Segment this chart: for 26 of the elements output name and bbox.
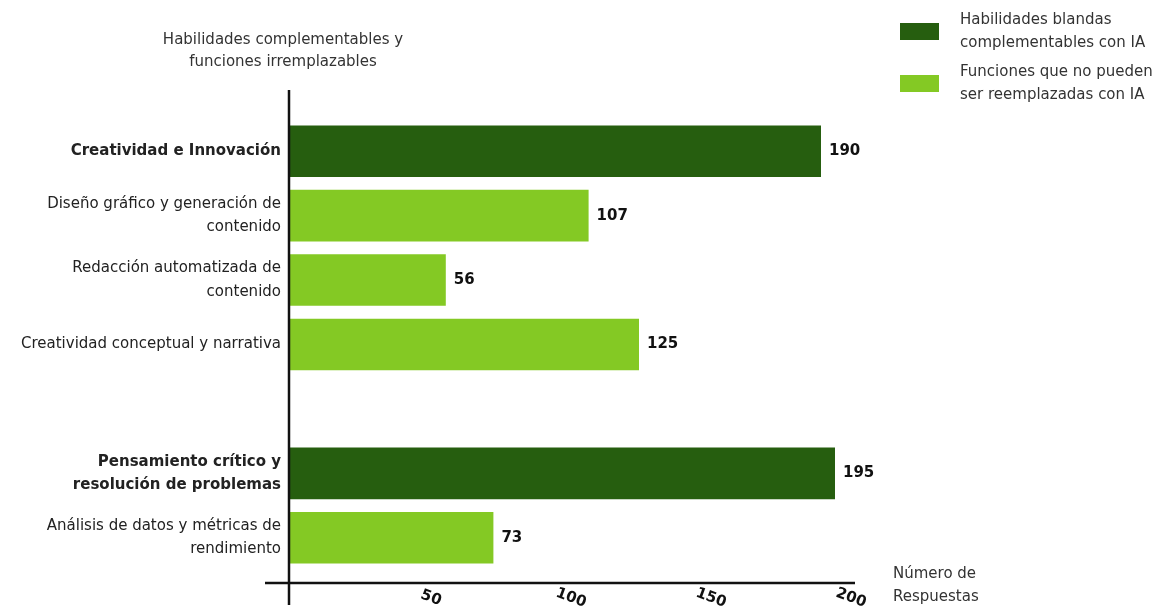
legend-label: Funciones que no pueden ser reemplazadas con IA (960, 61, 1153, 104)
data-label: 56 (453, 269, 475, 288)
bar (289, 318, 639, 371)
bar (289, 447, 835, 500)
y-tick-label: Pensamiento crítico y resolución de problemas (72, 451, 282, 493)
y-axis-title: Habilidades complementables y funciones irremplazables (162, 29, 404, 70)
bar (289, 125, 821, 177)
x-axis-title: Número de Respuestas (893, 563, 979, 605)
bar (289, 254, 446, 306)
y-tick-label: Creatividad e Innovación (70, 141, 281, 160)
data-label: 190 (829, 141, 861, 160)
data-label: 107 (596, 205, 628, 224)
x-tick-label: 100 (553, 583, 590, 611)
y-tick-label: Diseño gráfico y generación de contenido (47, 193, 281, 236)
x-tick-label: 50 (418, 584, 445, 609)
data-label: 195 (843, 463, 875, 482)
x-tick-label: 200 (833, 583, 870, 611)
x-tick-label: 150 (693, 583, 730, 611)
y-tick-label: Análisis de datos y métricas de rendimiento (46, 516, 281, 558)
bar (289, 189, 589, 242)
legend-label: Habilidades blandas complementables con IA (960, 9, 1146, 52)
data-label: 125 (647, 334, 679, 353)
y-tick-label: Redacción automatizada de contenido (72, 258, 281, 300)
data-label: 73 (501, 527, 523, 546)
y-tick-label: Creatividad conceptual y narrativa (21, 334, 281, 353)
bar (289, 512, 494, 564)
